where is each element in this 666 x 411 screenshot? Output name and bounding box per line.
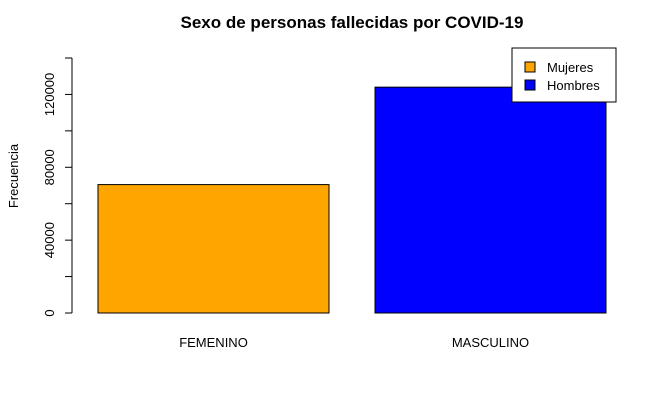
- chart-title: Sexo de personas fallecidas por COVID-19: [181, 13, 524, 32]
- legend: Mujeres Hombres: [511, 47, 617, 103]
- bar-masculino: [374, 86, 607, 314]
- x-axis-labels: FEMENINO MASCULINO: [179, 335, 529, 350]
- legend-label: Hombres: [547, 78, 600, 93]
- bar-femenino: [97, 184, 330, 314]
- y-axis: 0 40000 80000 120000: [42, 57, 73, 317]
- legend-box: [511, 47, 617, 103]
- y-tick-label: 120000: [42, 73, 57, 116]
- legend-swatch: [524, 61, 536, 73]
- y-axis-label: Frecuencia: [6, 143, 21, 208]
- bars: [97, 86, 607, 314]
- legend-swatch: [524, 79, 536, 91]
- legend-label: Mujeres: [547, 60, 594, 75]
- y-tick-label: 40000: [42, 222, 57, 258]
- y-tick-label: 80000: [42, 149, 57, 185]
- x-tick-label: MASCULINO: [452, 335, 529, 350]
- y-tick-label: 0: [42, 309, 57, 316]
- x-tick-label: FEMENINO: [179, 335, 248, 350]
